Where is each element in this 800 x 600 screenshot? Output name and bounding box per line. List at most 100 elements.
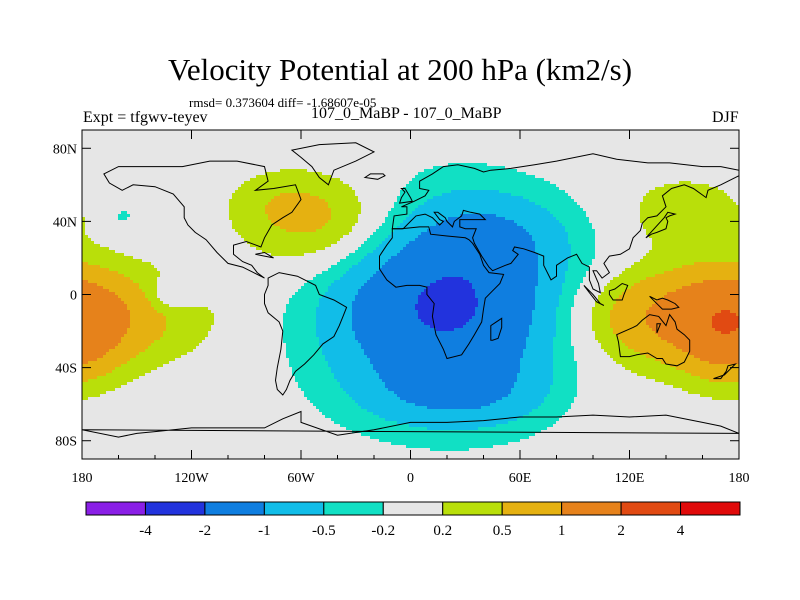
contour-cell: [541, 205, 581, 209]
contour-cell: [349, 184, 407, 188]
y-tick-label: 0: [70, 289, 77, 304]
contour-cell: [121, 211, 128, 215]
contour-cell: [355, 334, 530, 338]
contour-cell: [478, 298, 536, 302]
contour-cell: [577, 202, 641, 206]
contour-cell: [229, 202, 269, 206]
contour-cell: [571, 316, 593, 320]
contour-cell: [463, 325, 530, 329]
contour-cell: [232, 196, 275, 200]
contour-cell: [304, 283, 332, 287]
contour-cell: [82, 364, 122, 368]
contour-cell: [295, 376, 335, 380]
contour-cell: [568, 235, 596, 239]
colorbar-swatch: [442, 501, 503, 516]
contour-cell: [577, 391, 689, 395]
contour-cell: [343, 274, 374, 278]
contour-cell: [595, 250, 650, 254]
contour-cell: [595, 334, 617, 338]
contour-cell: [214, 319, 284, 323]
contour-cell: [352, 316, 419, 320]
contour-cell: [580, 283, 608, 287]
contour-cell: [283, 316, 317, 320]
coastline: [82, 142, 739, 438]
contour-cell: [640, 220, 739, 224]
contour-cell: [649, 190, 725, 194]
contour-cell: [142, 289, 158, 293]
contour-cell: [553, 424, 739, 428]
contour-cell: [109, 349, 146, 353]
contour-cell: [265, 205, 329, 209]
contour-cell: [88, 280, 134, 284]
contour-cell: [247, 241, 338, 245]
contour-cell: [601, 343, 626, 347]
contour-cell: [88, 397, 308, 401]
contour-cell: [82, 157, 739, 161]
contour-cell: [361, 205, 395, 209]
contour-cell: [208, 307, 287, 311]
contour-cell: [82, 142, 739, 146]
contour-cell: [610, 310, 647, 314]
contour-cell: [655, 379, 710, 383]
contour-cell: [388, 235, 419, 239]
contour-cell: [694, 355, 739, 359]
colorbar-swatch: [382, 501, 444, 516]
coastline-segment: [379, 226, 505, 360]
contour-cell: [556, 310, 572, 314]
contour-cell: [616, 298, 659, 302]
contour-cell: [667, 292, 739, 296]
contour-cell: [397, 253, 539, 257]
contour-cell: [127, 382, 299, 386]
contour-cell: [679, 181, 692, 185]
contour-cell: [370, 361, 521, 365]
contour-cell: [196, 346, 287, 350]
contour-cell: [205, 337, 284, 341]
contour-cell: [571, 328, 593, 332]
contour-cell: [361, 244, 380, 248]
contour-cell: [496, 400, 545, 404]
contour-cell: [307, 169, 425, 173]
contour-cell: [571, 322, 593, 326]
contour-cell: [82, 421, 335, 425]
contour-cell: [469, 448, 739, 452]
contour-cell: [136, 355, 182, 359]
contour-cell: [577, 373, 638, 377]
contour-cell: [412, 211, 551, 215]
contour-cell: [562, 292, 578, 296]
contour-cell: [352, 265, 383, 269]
contour-cell: [130, 310, 158, 314]
contour-cell: [577, 289, 605, 293]
contour-cell: [328, 364, 374, 368]
contour-cell: [271, 199, 326, 203]
contour-cell: [130, 214, 230, 218]
contour-cell: [535, 289, 563, 293]
contour-cell: [301, 388, 344, 392]
contour-cell: [118, 295, 146, 299]
contour-cell: [640, 205, 739, 209]
coastline-segment: [255, 251, 274, 259]
contour-cell: [622, 364, 671, 368]
contour-cell: [529, 334, 557, 338]
contour-cell: [82, 244, 101, 248]
contour-cell: [577, 394, 701, 398]
contour-cell: [82, 403, 314, 407]
contour-cell: [391, 256, 539, 260]
contour-cell: [145, 349, 194, 353]
contour-cell: [145, 295, 158, 299]
contour-cell: [523, 349, 554, 353]
contour-cell: [355, 190, 401, 194]
contour-cell: [511, 193, 569, 197]
contour-cell: [712, 319, 739, 323]
contour-cell: [283, 328, 317, 332]
contour-cell: [727, 193, 739, 197]
contour-cell: [574, 295, 599, 299]
contour-cell: [160, 298, 290, 302]
contour-cell: [595, 304, 614, 308]
contour-cell: [505, 166, 739, 170]
contour-cell: [340, 385, 386, 389]
contour-cell: [508, 394, 548, 398]
contour-cell: [538, 280, 566, 284]
contour-cell: [382, 241, 410, 245]
contour-cell: [658, 298, 739, 302]
contour-cell: [82, 310, 131, 314]
